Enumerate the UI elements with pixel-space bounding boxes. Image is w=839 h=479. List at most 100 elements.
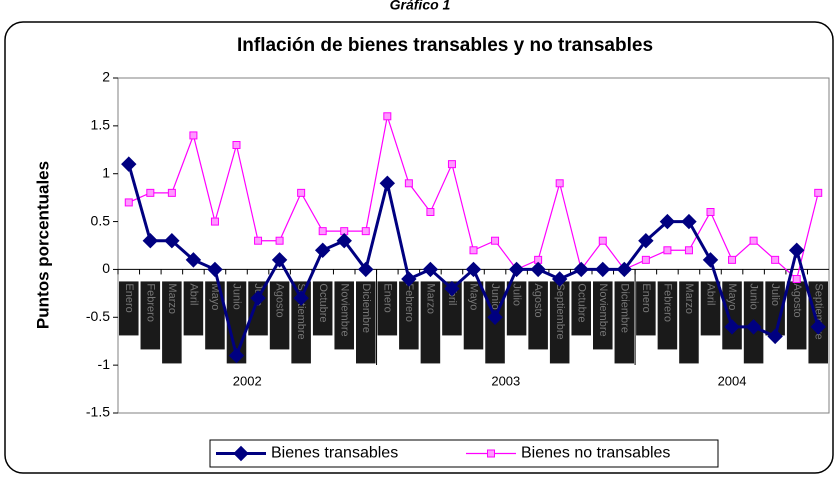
point <box>444 280 460 297</box>
category-box <box>442 281 462 336</box>
point <box>297 188 306 197</box>
point <box>814 188 823 197</box>
x-tick-label: Noviembre <box>338 283 350 336</box>
point <box>383 112 392 121</box>
point <box>551 271 568 287</box>
point <box>379 175 396 191</box>
category-box <box>162 281 182 364</box>
point <box>771 255 780 264</box>
point <box>724 319 740 335</box>
x-tick-label: Mayo <box>468 283 480 310</box>
x-tick-label: Junio <box>231 283 243 309</box>
legend <box>209 439 719 468</box>
point <box>167 188 176 197</box>
x-tick-label: Agosto <box>532 283 544 317</box>
x-tick-label: Agosto <box>274 283 286 317</box>
x-tick-label: Octubre <box>317 283 329 322</box>
point <box>164 233 180 249</box>
x-tick-label: Mayo <box>726 283 738 310</box>
x-tick-label: Marzo <box>166 283 178 314</box>
chart-title: Inflación de bienes transables y no tran… <box>237 35 653 56</box>
x-tick-label: Mayo <box>209 283 221 310</box>
point <box>702 252 719 268</box>
category-box <box>205 281 225 350</box>
point <box>595 261 611 278</box>
point <box>189 131 198 140</box>
point <box>207 261 223 278</box>
category-box <box>463 281 484 350</box>
category-box <box>722 281 742 350</box>
x-tick-label: Diciembre <box>618 283 630 333</box>
y-tick-label: 1.5 <box>91 117 111 133</box>
x-tick-label: Febrero <box>144 283 156 322</box>
point <box>232 141 241 149</box>
category-box <box>528 281 548 350</box>
category-box <box>657 281 678 350</box>
point <box>293 290 309 306</box>
point <box>659 213 676 230</box>
x-tick-label: Febrero <box>662 283 674 322</box>
point <box>124 198 133 207</box>
category-box <box>377 281 398 336</box>
point <box>146 188 155 197</box>
plot-area <box>117 77 830 414</box>
point <box>788 242 805 258</box>
y-tick-label: 1 <box>102 164 110 180</box>
point <box>598 236 607 245</box>
point <box>271 252 288 268</box>
category-box <box>571 281 591 336</box>
y-tick-label: -1.5 <box>86 404 110 420</box>
x-tick-label: Abril <box>705 283 717 305</box>
group-label: 2002 <box>233 373 262 388</box>
category-box <box>312 281 333 336</box>
x-tick-label: Abril <box>188 283 200 305</box>
point <box>810 319 826 335</box>
x-tick-label: Enero <box>640 283 652 312</box>
category-box <box>593 281 613 350</box>
point <box>792 275 801 283</box>
point <box>250 290 266 306</box>
x-tick-label: Marzo <box>425 283 437 314</box>
category-box <box>334 281 354 350</box>
y-tick-label: 0.5 <box>91 212 111 228</box>
point <box>663 246 672 255</box>
category-box <box>248 281 268 336</box>
point <box>361 227 370 236</box>
point <box>422 261 439 278</box>
point <box>401 271 417 287</box>
point <box>616 261 633 278</box>
category-box <box>140 281 161 350</box>
x-tick-label: Octubre <box>575 283 587 322</box>
y-tick-label: 0 <box>102 260 110 276</box>
category-box <box>614 281 635 364</box>
caption: Gráfico 1 <box>390 0 451 13</box>
category-box <box>356 281 376 364</box>
point <box>641 255 650 264</box>
point <box>767 328 783 345</box>
point <box>749 236 758 245</box>
point <box>228 347 245 364</box>
point <box>447 160 456 169</box>
point <box>358 261 374 278</box>
x-tick-label: Julio <box>769 283 781 306</box>
point <box>508 261 525 278</box>
category-box <box>700 281 721 336</box>
legend-marker <box>487 449 495 458</box>
point <box>121 156 137 172</box>
point <box>530 261 546 278</box>
point <box>706 208 715 216</box>
y-tick-label: -0.5 <box>86 308 110 324</box>
x-tick-label: Septiembre <box>554 283 566 339</box>
point <box>491 236 500 245</box>
x-tick-label: Junio <box>748 283 760 309</box>
point <box>210 217 219 226</box>
category-box <box>786 281 807 350</box>
group-label: 2004 <box>718 373 747 388</box>
x-tick-label: Enero <box>123 283 135 312</box>
y-tick-label: 2 <box>102 69 110 85</box>
x-tick-label: Marzo <box>683 283 695 314</box>
point <box>638 233 654 249</box>
x-tick-label: Agosto <box>791 283 803 317</box>
group-label: 2003 <box>491 373 520 388</box>
